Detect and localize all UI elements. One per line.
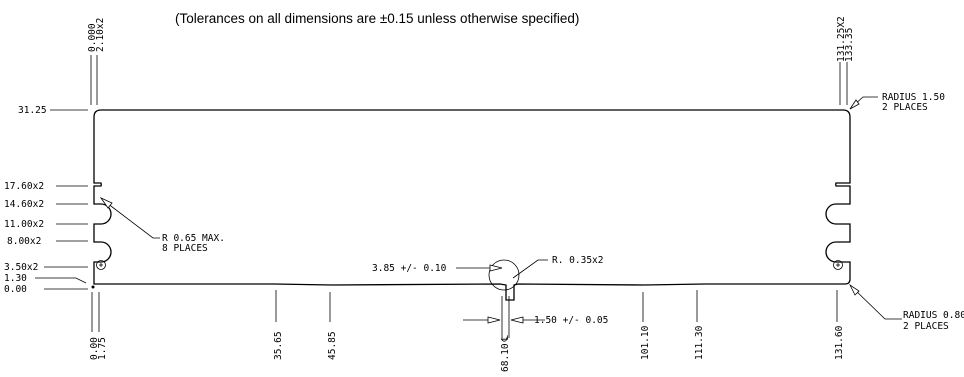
dim-left-800: 8.00x2 [7,236,41,247]
tolerance-note: (Tolerances on all dimensions are ±0.15 … [175,11,579,26]
leader-r035 [512,259,548,279]
dim-bottom-6810: 68.10℄ [500,334,511,372]
arrow-radius-150-icon [849,99,860,110]
slot-width-arrow-icon [489,264,503,272]
hole-left-icon [96,260,106,270]
gap-arrow-right-icon [510,316,524,324]
origin-dot [91,285,95,289]
arrow-r065-icon [99,197,113,209]
note-radius-150-places: 2 PLACES [882,102,928,113]
note-slot-width: 3.85 +/- 0.10 [372,263,447,274]
gap-arrow-left-icon [487,316,501,324]
arrow-radius-080-icon [848,283,860,296]
dim-top-13335: 133.35 [844,28,855,62]
dim-bottom-13160: 131.60 [834,325,845,360]
note-r065-places: 8 PLACES [162,243,208,254]
note-r035: R. 0.35x2 [552,255,603,266]
slot-detail-circle [488,259,520,291]
dim-left-1460: 14.60x2 [4,199,44,210]
centerline-icon: ℄ [500,334,511,342]
dim-bottom-4585: 45.85 [327,331,338,360]
note-radius-080: RADIUS 0.80 [903,310,964,321]
dim-bottom-11130: 111.30 [694,325,705,360]
ext-line-130 [35,277,87,284]
dim-top-210: 2.10x2 [95,18,106,52]
dim-bottom-175: 1.75 [97,337,108,360]
dim-left-1760: 17.60x2 [4,181,44,192]
note-r065: R 0.65 MAX. [162,233,225,244]
dim-bottom-000: 0.00 [89,337,100,360]
leader-radius-080 [852,287,902,320]
dim-left-350: 3.50x2 [4,262,38,273]
note-radius-150: RADIUS 1.50 [882,92,945,103]
dim-left-3125: 31.25 [18,105,47,116]
dim-top-13125: 131.25X2 [836,16,847,62]
dim-left-130: 1.30 [4,273,27,284]
part-outline [93,109,851,301]
note-radius-080-places: 2 PLACES [903,321,949,332]
dim-left-1100: 11.00x2 [4,219,44,230]
dim-top-0000: 0.000 [87,23,98,52]
hole-right-icon [833,260,843,270]
leader-r065 [102,199,160,239]
note-gap: 1.50 +/- 0.05 [534,315,608,326]
dim-left-000: 0.00 [4,284,27,295]
dim-bottom-10110: 101.10 [640,325,651,360]
dim-bottom-3565: 35.65 [273,331,284,360]
